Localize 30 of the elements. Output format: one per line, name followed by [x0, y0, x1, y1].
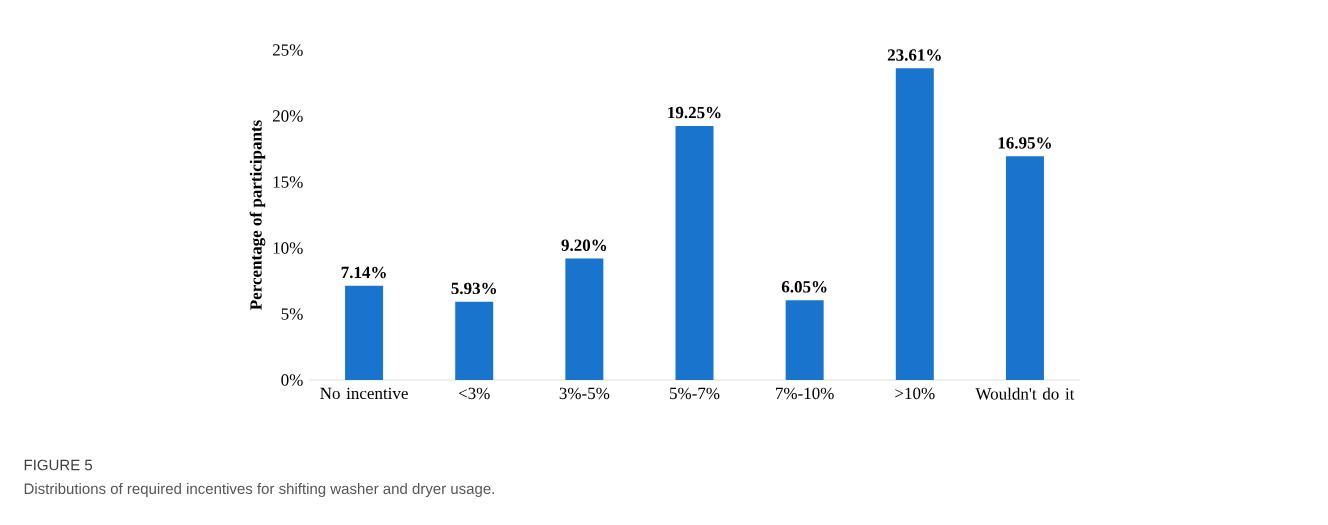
bar	[345, 285, 384, 380]
data-label: 5.93%	[451, 282, 496, 295]
x-tick-label: No incentive	[320, 387, 408, 400]
data-label: 9.20%	[561, 239, 607, 252]
bar	[675, 125, 714, 380]
x-tick-label: 7%-10%	[776, 387, 834, 400]
text: Distributions of required incentives for shifting washer and dryer usage.	[24, 483, 494, 497]
y-tick-label: 15%	[273, 176, 303, 188]
y-tick-label: 0%	[281, 374, 303, 386]
bar	[785, 300, 824, 380]
y-axis-title: Percentage of participants	[249, 120, 266, 310]
y-tick-label: 20%	[272, 110, 303, 122]
data-label: 6.05%	[781, 281, 827, 293]
data-label: 7.14%	[341, 266, 386, 279]
bar	[455, 301, 494, 380]
x-tick-label: >10%	[895, 387, 935, 400]
y-tick-label: 5%	[281, 308, 303, 320]
data-label: 23.61%	[887, 49, 941, 61]
x-tick-label: Wouldn't do it	[975, 387, 1075, 400]
bar	[895, 68, 934, 380]
caption: FIGURE 5	[24, 459, 93, 471]
y-tick-label: 25%	[272, 44, 303, 56]
x-tick-label: 3%-5%	[559, 387, 610, 400]
x-tick-label: 5%-7%	[670, 387, 720, 400]
data-label: 16.95%	[998, 137, 1051, 149]
data-label: 19.25%	[668, 106, 721, 119]
bar	[1005, 156, 1044, 380]
y-tick-label: 10%	[273, 242, 303, 254]
x-tick-label: <3%	[458, 387, 490, 400]
bar	[565, 258, 604, 380]
